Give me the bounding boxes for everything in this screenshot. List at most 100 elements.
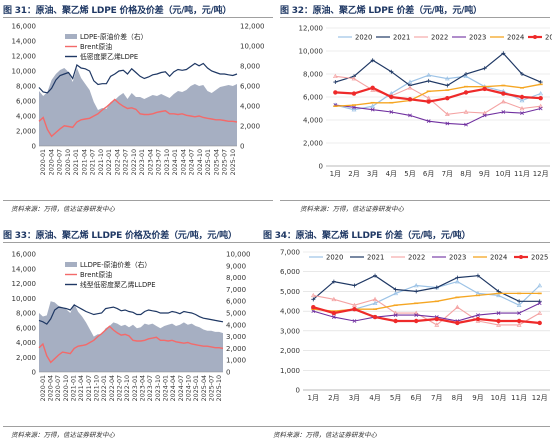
x-tick-label: 6月 [410,394,421,402]
y-right-tick-label: 12,000 [240,23,265,31]
source-rule-33 [3,426,273,427]
x-tick-label: 2022-07 [117,375,124,401]
point-2022 [352,302,357,307]
x-tick-label: 2025-07 [209,375,216,401]
x-tick-label: 2021-01 [71,375,78,401]
chart-32-ldpe-spread-yearly: 0 2,000 4,000 6,000 8,000 10,000 12,000 1月 2月 3月 4… [299,25,552,179]
legend-swatch [65,262,77,267]
legend-label-2023: 2023 [469,34,486,42]
point-2021 [464,72,468,76]
title-rule-33 [3,242,273,243]
point-2022 [537,310,543,315]
source-note-33: 资料来源：万得，信达证券研发中心 [11,431,115,439]
point-2022 [310,292,316,298]
point-2025 [331,310,337,316]
point-2022 [516,322,522,327]
x-tick-label: 7月 [431,394,442,402]
y-left-tick-label: 2,000 [16,128,36,136]
legend-label-2020: 2020 [326,254,343,262]
x-tick-label: 2022-10 [124,375,131,401]
point-2020 [393,290,399,296]
legend-label-2021: 2021 [393,34,410,42]
source-note-32: 资料来源：万得，信达证券研发中心 [300,205,404,213]
point-2021 [501,51,506,56]
point-2025 [352,306,357,312]
y-right-tick-label: 0 [240,143,244,151]
panel-33: 图 33：原油、聚乙烯 LLDPE 价格及价差（元/吨，元/吨） 0 2,000 4… [3,228,275,439]
x-tick-label: 2021-07 [86,375,93,401]
x-tick-label: 2025-10 [216,375,223,401]
y-tick-label: 8,000 [303,71,323,79]
y-tick-label: 6,000 [280,268,300,276]
point-2020 [496,292,501,298]
x-tick-label: 2025-07 [222,149,229,175]
point-2020 [426,72,432,77]
x-tick-label: 2020-10 [65,149,72,175]
y-right-tick-label: 0 [226,369,230,377]
series-line-2023 [313,302,540,322]
point-2020 [538,91,544,96]
point-2022 [332,73,338,79]
legend-marker-2025 [519,255,523,259]
y-right-tick-label: 1,000 [226,357,246,365]
x-tick-label: 8月 [460,170,471,178]
x-tick-label: 1月 [330,170,341,178]
point-2023 [517,311,522,315]
y-tick-label: 10,000 [299,48,324,56]
point-2020 [351,107,357,112]
y-right-tick-label: 2,000 [240,123,260,131]
y-right-tick-label: 3,000 [226,333,246,341]
x-tick-label: 2月 [348,170,359,178]
x-tick-label: 2020-04 [48,375,55,401]
y-left-tick-label: 2,000 [16,354,36,362]
point-2023 [414,313,419,317]
x-tick-label: 2025-01 [193,375,200,401]
x-tick-label: 12月 [533,170,549,178]
y-tick-label: 0 [296,387,300,395]
legend-label: 低密度聚乙烯LDPE [80,52,138,61]
y-left-tick-label: 0 [32,369,36,377]
y-right-tick-label: 6,000 [226,298,246,306]
point-2023 [370,107,375,112]
panel-32: 图 32：原油、聚乙烯 LDPE 价差（元/吨，元/吨） 0 2,000 4,000… [280,3,552,213]
x-tick-label: 2023-10 [164,149,171,175]
x-tick-label: 6月 [423,170,434,178]
legend-label-2022: 2022 [431,34,448,42]
point-2021 [389,69,394,74]
panel-34: 图 34：原油、聚乙烯 LLDPE 价差（元/吨，元/吨） 0 1,000 2,00… [263,228,552,439]
x-tick-label: 2025-10 [230,149,237,175]
brent-line [38,325,224,364]
point-2021 [520,72,524,76]
x-tick-label: 2022-04 [114,149,121,175]
x-tick-label: 2024-04 [180,149,187,175]
y-right-tick-label: 5,000 [226,310,246,318]
x-tick-label: 2024-10 [197,149,204,175]
point-2021 [475,273,480,278]
x-tick-label: 2020-04 [48,149,55,175]
point-2023 [352,319,357,323]
series-line-2020 [335,74,541,111]
point-2025 [501,91,506,96]
series-line-2024 [335,83,541,107]
point-2022 [496,322,501,327]
series-line-2025 [335,86,541,103]
point-2022 [482,110,488,115]
spread-area [39,301,223,372]
point-2023 [389,110,394,114]
x-tick-label: 2022-04 [109,375,116,401]
point-2023 [537,301,542,306]
y-right-tick-label: 8,000 [240,63,260,71]
x-tick-label: 2024-01 [172,149,179,175]
point-2022 [372,296,378,302]
point-2021 [538,80,543,85]
y-left-tick-label: 10,000 [12,295,37,303]
series-line-2020 [313,280,541,314]
legend-label-2022: 2022 [408,254,425,262]
y-right-tick-label: 10,000 [240,43,265,51]
y-left-tick-label: 14,000 [12,265,37,273]
point-2020 [537,283,543,288]
point-2025 [393,318,398,324]
x-tick-label: 2023-04 [147,149,154,175]
product-price-line [38,304,224,325]
x-tick-label: 4月 [369,394,380,402]
